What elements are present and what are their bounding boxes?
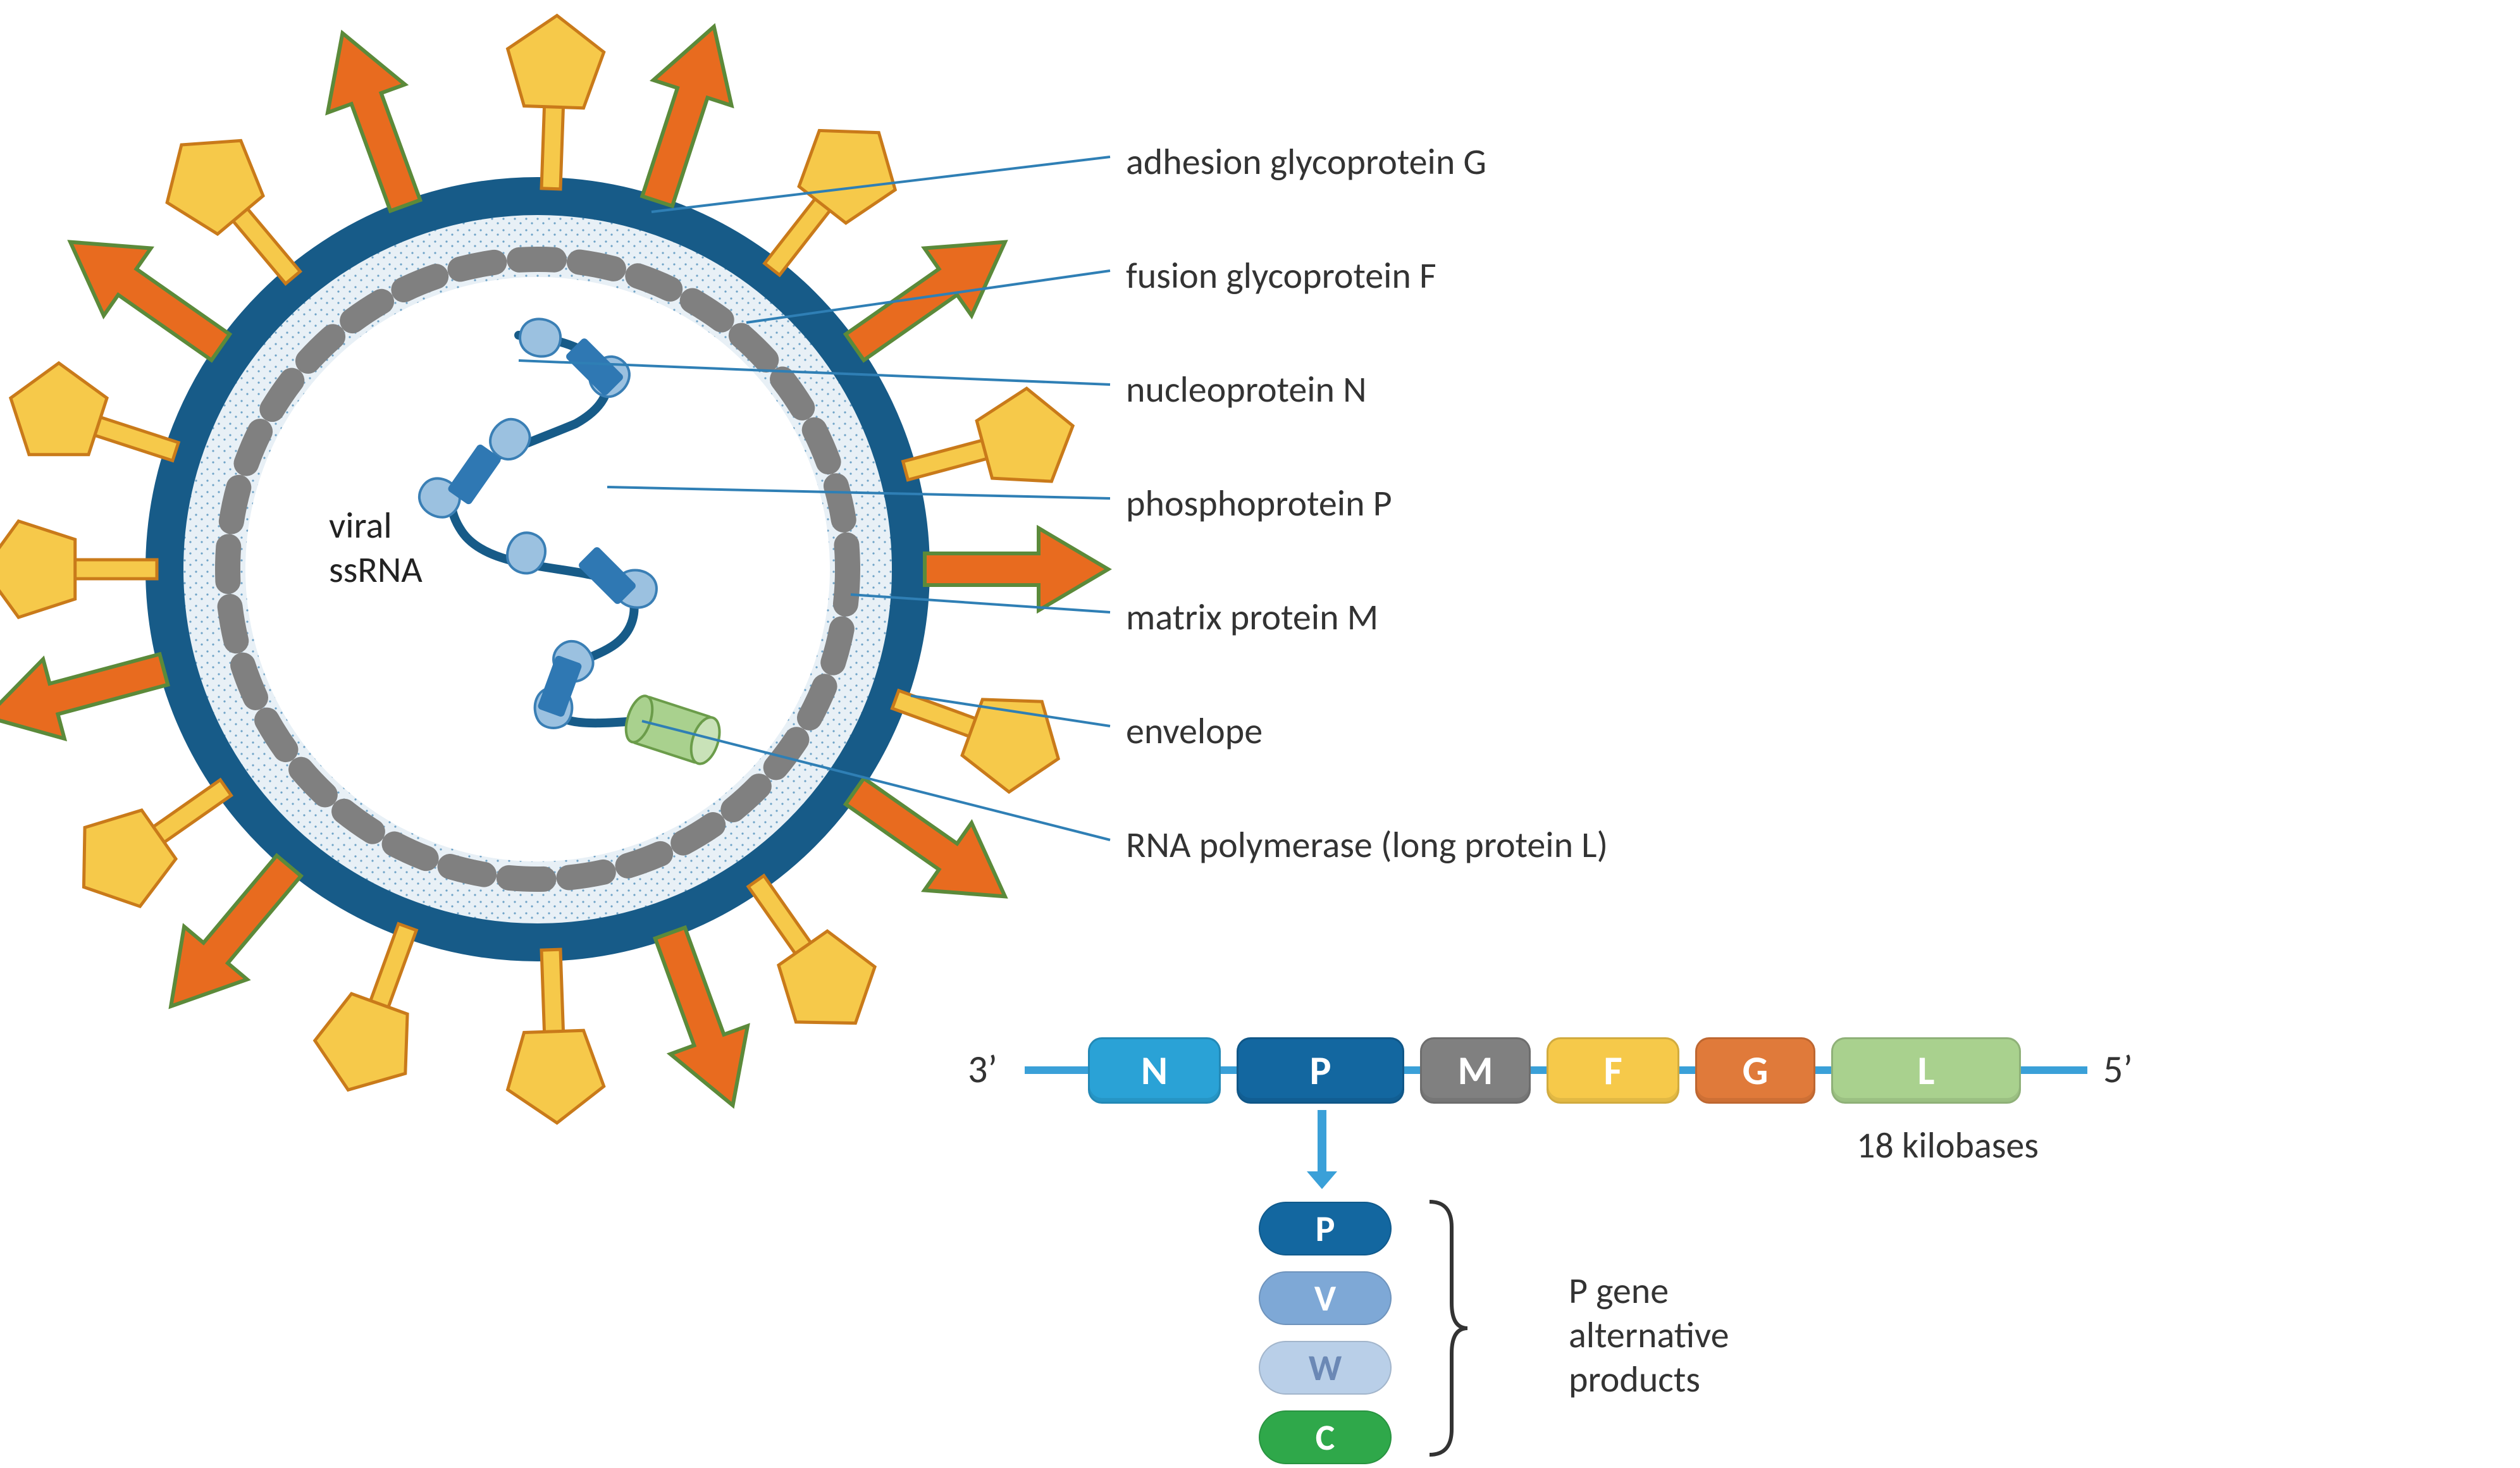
gene-M: M [1420,1037,1531,1104]
gene-F: F [1547,1037,1679,1104]
gene-G: G [1695,1037,1815,1104]
virion-label: fusion glycoprotein F [1126,253,1436,298]
virion-label: envelope [1126,708,1263,753]
svg-text:ssRNA: ssRNA [329,547,423,592]
genome-size-label: 18 kilobases [1856,1123,2039,1168]
p-products-brace-label: P gene [1569,1268,1669,1313]
virion-label: phosphoprotein P [1126,481,1392,526]
p-products-brace-label: alternative [1569,1312,1729,1357]
virion-label: adhesion glycoprotein G [1126,139,1486,184]
gene-N: N [1088,1037,1221,1104]
p-products-brace-label: products [1569,1357,1700,1402]
p-product-W: W [1259,1341,1392,1395]
genome-end-label: 3’ [968,1045,998,1093]
p-product-C: C [1259,1410,1392,1464]
gene-L: L [1831,1037,2021,1104]
gene-P: P [1237,1037,1404,1104]
svg-text:viral: viral [329,503,392,548]
p-product-P: P [1259,1202,1392,1255]
virion-label: nucleoprotein N [1126,367,1367,412]
p-product-V: V [1259,1271,1392,1325]
genome-end-label: 5’ [2103,1045,2133,1093]
virion-label: RNA polymerase (long protein L) [1126,822,1608,867]
virion-label: matrix protein M [1126,595,1378,639]
